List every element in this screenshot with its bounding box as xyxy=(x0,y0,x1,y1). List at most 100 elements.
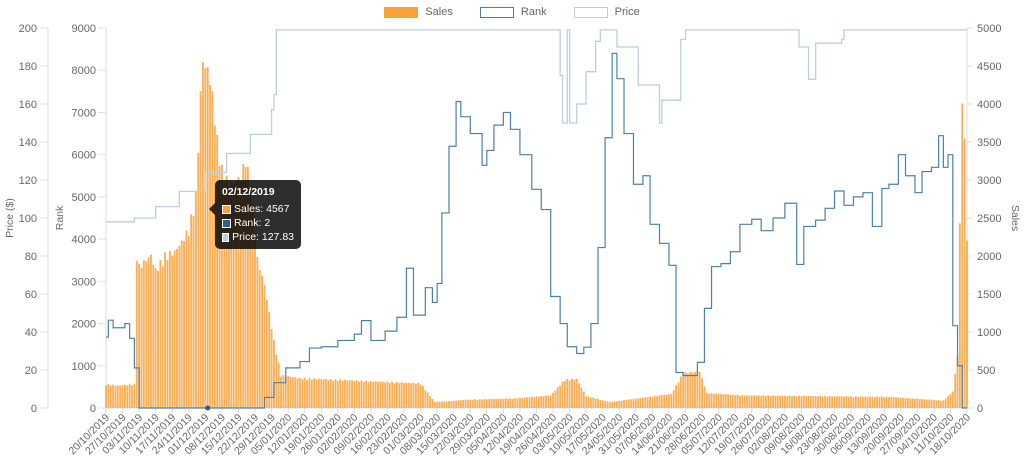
sales-bar xyxy=(138,263,141,408)
sales-bar xyxy=(566,378,569,408)
sales-bar xyxy=(384,382,387,408)
legend-item-rank[interactable]: Rank xyxy=(479,6,547,18)
sales-bar xyxy=(606,401,609,408)
sales-bar xyxy=(131,385,133,408)
rank-step-line xyxy=(106,52,967,409)
sales-bar xyxy=(540,395,543,408)
sales-bar xyxy=(239,181,242,408)
price-axis-title: Price ($) xyxy=(4,198,16,238)
sales-bar xyxy=(755,395,758,408)
sales-bar xyxy=(923,399,926,408)
sales-bar xyxy=(817,396,819,408)
sales-bar xyxy=(379,381,382,408)
sales-bar xyxy=(511,398,514,408)
sales-bar xyxy=(587,396,590,408)
sales-bar xyxy=(502,398,505,408)
sales-bar xyxy=(746,395,748,408)
sales-bar xyxy=(445,401,448,408)
rank-tick-label: 7000 xyxy=(72,107,96,119)
sales-bar xyxy=(452,400,455,408)
grid-layer xyxy=(40,27,973,413)
sales-bar xyxy=(888,397,890,408)
sales-bar xyxy=(608,402,611,408)
price-tick-label: 60 xyxy=(25,289,37,301)
sales-bar xyxy=(180,240,183,408)
sales-bar xyxy=(906,397,909,408)
sales-bar xyxy=(604,400,607,408)
sales-bar xyxy=(142,260,145,408)
sales-bar xyxy=(398,383,401,408)
hover-point-marker xyxy=(205,405,211,411)
sales-bar xyxy=(824,395,827,408)
sales-bar xyxy=(206,67,209,408)
price-tick-label: 20 xyxy=(25,365,37,377)
sales-bar xyxy=(765,396,767,408)
sales-bar xyxy=(845,396,848,408)
sales-bar xyxy=(892,397,895,408)
rank-tick-label: 9000 xyxy=(72,23,96,35)
sales-bar xyxy=(601,400,604,408)
sales-bar xyxy=(105,385,107,408)
sales-bar xyxy=(263,285,266,408)
sales-bar xyxy=(223,183,226,408)
sales-bar xyxy=(762,395,765,408)
price-line xyxy=(106,29,967,223)
sales-bar xyxy=(833,396,836,408)
sales-bar xyxy=(433,402,436,408)
sales-bar xyxy=(194,191,197,408)
sales-bar xyxy=(549,395,552,408)
sales-bar xyxy=(686,373,689,408)
sales-bar xyxy=(492,398,495,408)
legend-item-price[interactable]: Price xyxy=(573,6,640,18)
sales-bar xyxy=(807,395,810,408)
sales-bar xyxy=(254,239,256,408)
sales-bar xyxy=(861,396,864,408)
sales-bar xyxy=(514,398,517,408)
price-tick-label: 140 xyxy=(19,137,37,149)
legend-label-sales: Sales xyxy=(425,6,453,18)
sales-tick-label: 2000 xyxy=(977,251,1001,263)
sales-bar xyxy=(403,383,405,408)
sales-bar xyxy=(280,376,282,408)
sales-bar xyxy=(949,394,952,408)
sales-bar xyxy=(343,379,346,408)
sales-bar xyxy=(322,379,325,408)
legend-swatch-sales xyxy=(384,6,419,18)
sales-bar xyxy=(568,380,571,408)
tooltip-swatch-sales xyxy=(222,204,231,214)
sales-bar xyxy=(237,177,240,408)
sales-bar xyxy=(885,396,888,408)
sales-bar xyxy=(639,397,642,408)
sales-bar xyxy=(620,400,623,408)
sales-tick-label: 4500 xyxy=(977,61,1001,73)
legend-item-sales[interactable]: Sales xyxy=(384,6,453,18)
sales-bar xyxy=(575,378,578,408)
sales-bar xyxy=(646,397,649,408)
sales-bar xyxy=(788,395,791,408)
sales-bar xyxy=(336,381,339,408)
sales-bar xyxy=(448,400,450,408)
sales-bar xyxy=(317,378,320,408)
sales-bar xyxy=(542,396,545,408)
sales-bar xyxy=(909,398,912,408)
sales-bar xyxy=(772,395,774,408)
sales-bar xyxy=(802,395,805,408)
sales-bar xyxy=(668,394,670,408)
sales-bar xyxy=(114,385,117,408)
sales-bar xyxy=(585,396,588,408)
sales-bar xyxy=(897,397,900,408)
sales-bar xyxy=(521,397,524,408)
sales-bar xyxy=(951,391,954,408)
sales-bar xyxy=(190,214,193,408)
sales-bar xyxy=(362,382,365,408)
sales-bar xyxy=(928,399,931,408)
sales-bar xyxy=(925,399,928,408)
sales-bar xyxy=(935,400,938,408)
sales-bar xyxy=(348,380,351,408)
sales-bar xyxy=(168,250,171,408)
sales-bar xyxy=(294,377,297,408)
sales-bar xyxy=(717,394,720,408)
sales-bar xyxy=(504,398,507,408)
